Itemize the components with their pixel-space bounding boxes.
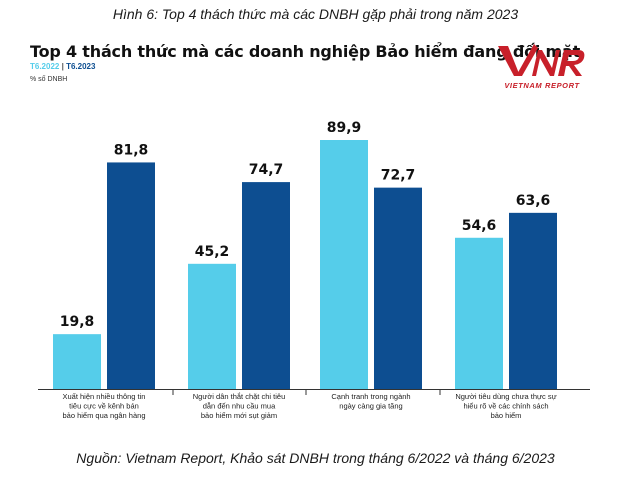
data-label: 72,7 (381, 168, 416, 184)
data-label: 19,8 (60, 314, 95, 330)
bar-t6-2022-2 (188, 263, 236, 389)
bar-t6-2022-3 (320, 140, 368, 389)
vietnam-report-logo: VIETNAM REPORT (494, 40, 590, 94)
category-label: tiêu cực về kênh bán (69, 402, 139, 411)
category-label: bảo hiểm (491, 411, 522, 420)
category-label: bảo hiểm mới sụt giảm (201, 411, 277, 420)
bar-t6-2023-2 (242, 182, 290, 389)
data-label: 54,6 (462, 218, 497, 234)
bar-t6-2023-1 (107, 162, 155, 389)
legend-separator: | (61, 62, 67, 71)
bar-t6-2023-3 (374, 187, 422, 389)
category-label: Xuất hiện nhiều thông tin (63, 392, 146, 401)
bar-t6-2023-4 (509, 212, 557, 389)
category-label: dẫn đến nhu cầu mua (203, 402, 276, 411)
category-label: hiểu rõ về các chính sách (463, 402, 548, 411)
data-label: 63,6 (516, 193, 551, 209)
vnr-logo-icon (498, 44, 585, 76)
category-label: ngày càng gia tăng (339, 402, 402, 411)
unit-label: % số DNBH (30, 76, 68, 83)
figure-caption: Hình 6: Top 4 thách thức mà các DNBH gặp… (112, 6, 519, 22)
legend-2023: T6.2023 (66, 62, 96, 71)
data-label: 89,9 (327, 120, 362, 136)
data-label: 74,7 (249, 162, 284, 178)
legend-2022: T6.2022 (30, 62, 60, 71)
data-label: 45,2 (195, 244, 230, 260)
category-label: Người dân thắt chặt chi tiêu (193, 392, 286, 401)
bar-t6-2022-4 (455, 237, 503, 389)
legend: T6.2022 | T6.2023 (30, 62, 95, 71)
bar-t6-2022-1 (53, 334, 101, 389)
category-label: Cạnh tranh trong ngành (331, 392, 410, 401)
category-label: Người tiêu dùng chưa thực sự (455, 392, 556, 401)
category-label: bảo hiểm qua ngân hàng (63, 411, 146, 420)
chart-title: Top 4 thách thức mà các doanh nghiệp Bảo… (30, 42, 581, 61)
logo-subtitle: VIETNAM REPORT (504, 81, 580, 90)
data-label: 81,8 (114, 142, 149, 158)
source-note: Nguồn: Vietnam Report, Khảo sát DNBH tro… (76, 450, 555, 466)
